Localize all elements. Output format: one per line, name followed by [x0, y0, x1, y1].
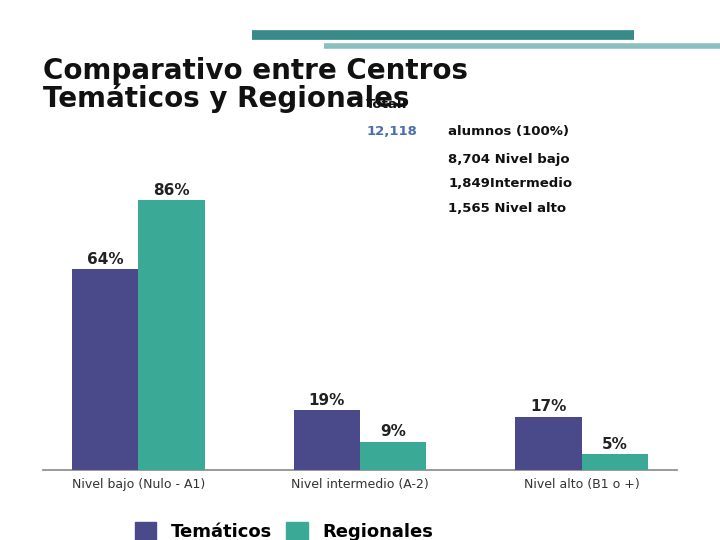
- Text: 8,704 Nivel bajo: 8,704 Nivel bajo: [448, 153, 570, 166]
- Bar: [582, 454, 648, 470]
- Text: 59: 59: [677, 8, 702, 25]
- Text: 12,118: 12,118: [366, 125, 417, 138]
- Text: 19%: 19%: [309, 393, 345, 408]
- Text: alumnos (100%): alumnos (100%): [448, 125, 570, 138]
- Bar: [294, 410, 360, 470]
- Text: 17%: 17%: [530, 399, 567, 414]
- Text: 1,849Intermedio: 1,849Intermedio: [448, 177, 572, 191]
- Legend: Temáticos, Regionales: Temáticos, Regionales: [127, 515, 441, 540]
- Text: Temáticos y Regionales: Temáticos y Regionales: [43, 84, 410, 113]
- Bar: [138, 200, 205, 470]
- Text: 5%: 5%: [602, 437, 628, 451]
- Text: Total:: Total:: [366, 98, 408, 111]
- Text: 1,565 Nivel alto: 1,565 Nivel alto: [448, 202, 567, 215]
- Text: 9%: 9%: [380, 424, 406, 439]
- Text: 64%: 64%: [87, 252, 124, 267]
- Bar: [72, 269, 138, 470]
- Text: 86%: 86%: [153, 183, 190, 198]
- Bar: [360, 442, 426, 470]
- Bar: [515, 416, 582, 470]
- Text: Comparativo entre Centros: Comparativo entre Centros: [43, 57, 468, 85]
